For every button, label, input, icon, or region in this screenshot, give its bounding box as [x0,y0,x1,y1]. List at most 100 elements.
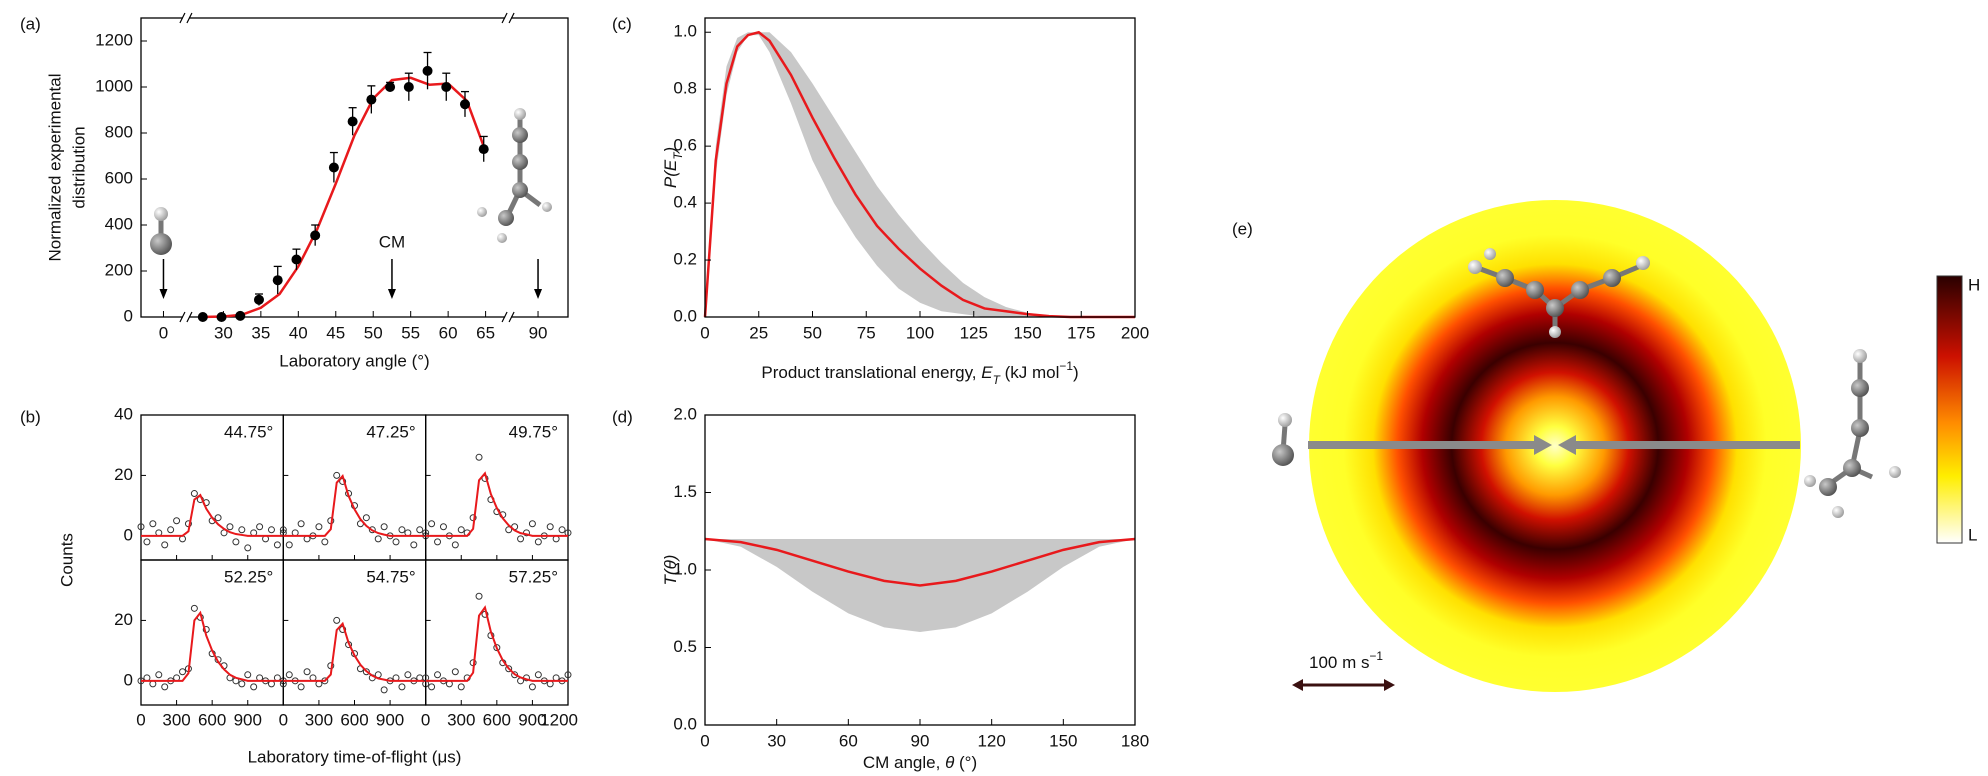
y-tick-label: 0.8 [673,79,697,98]
colorbar-high: H [1968,275,1980,294]
data-point [564,671,572,679]
data-point [459,99,470,110]
data-point [333,471,341,479]
data-point [167,526,175,534]
y-tick-label: 800 [105,122,133,141]
data-point [272,275,283,286]
colorbar [1936,275,1963,544]
data-point [505,665,513,673]
panel-title: 57.25° [509,567,558,586]
axis-break-gap [505,16,512,20]
data-point [173,517,181,525]
data-point [238,526,246,534]
axis-break [501,311,508,323]
fit-line [283,621,426,682]
fit-line [141,610,284,682]
x-tick-label: 900 [376,710,404,729]
data-point [517,535,525,543]
text-part: θ [945,753,955,772]
x-tick-label: 900 [518,710,546,729]
data-point [451,668,459,676]
text-part: −1 [1369,649,1383,663]
panel-title: 49.75° [509,422,558,441]
panel-label: (a) [20,14,41,33]
data-point [428,520,436,528]
panel-title: 44.75° [224,422,273,441]
data-point [380,686,388,694]
data-point [226,523,234,531]
arrow-head [1384,679,1395,691]
data-point [403,82,414,92]
fit-line [425,471,568,537]
y-axis-label: P(ET) [661,147,685,188]
y-tick-label: 0.0 [673,306,697,325]
panel-label: (c) [612,14,632,33]
y-tick-label: 0.0 [673,714,697,733]
text-part: E [981,363,993,382]
data-point [321,538,329,546]
x-tick-label: 60 [839,731,858,750]
text-part: CM angle, [863,753,945,772]
axis-break [186,12,193,24]
data-point [374,535,382,543]
data-point [398,683,406,691]
data-point [161,683,169,691]
data-point [428,683,436,691]
y-tick-label: 1000 [95,76,133,95]
arrow-head [159,289,168,299]
text-part: P(E [661,159,680,188]
data-point [232,538,240,546]
axis-break-gap [182,315,189,319]
y-tick-label: 0.5 [673,637,697,656]
x-tick-label: 25 [749,323,768,342]
axis-break [186,311,193,323]
x-tick-label: 900 [234,710,262,729]
data-point [328,162,339,173]
y-tick-label: 20 [114,465,133,484]
data-point [366,94,377,105]
panel-title: 54.75° [366,567,415,586]
panel-title: 52.25° [224,567,273,586]
data-point [457,683,465,691]
y-tick-label: 200 [105,260,133,279]
y-tick-label: 400 [105,214,133,233]
data-point [410,541,418,549]
data-point [303,668,311,676]
data-point [238,680,246,688]
y-tick-label: 0 [124,670,133,689]
data-point [273,541,281,549]
data-point [347,116,358,127]
data-point [439,523,447,531]
x-axis-label: CM angle, θ (°) [863,753,977,772]
x-tick-label: 600 [198,710,226,729]
y-axis-label: Normalized experimental [45,73,64,261]
flux-map [1292,200,1963,692]
data-point [190,604,198,612]
x-tick-label: 300 [305,710,333,729]
series-line [703,30,1135,319]
y-tick-label: 0.4 [673,193,697,212]
data-point [478,144,489,155]
data-point [214,514,222,522]
text-part: (kJ mol [1000,363,1060,382]
x-tick-label: 45 [326,323,345,342]
scale-label: 100 m s−1 [1309,649,1383,672]
x-tick-label: 0 [700,731,709,750]
y-tick-label: 600 [105,168,133,187]
data-point [179,668,187,676]
x-tick-label: 60 [439,323,458,342]
y-tick-label: 40 [114,404,133,423]
data-point [422,65,433,76]
data-point [422,674,430,682]
data-point [297,683,305,691]
y-axis-label: Counts [57,533,76,587]
axis-break-gap [182,16,189,20]
axis-break-gap [505,315,512,319]
y-tick-label: 0 [124,525,133,544]
x-tick-label: 125 [960,323,988,342]
data-point [451,541,459,549]
data-point [416,526,424,534]
data-point [285,671,293,679]
x-tick-label: 200 [1121,323,1149,342]
x-tick-label: 30 [214,323,233,342]
